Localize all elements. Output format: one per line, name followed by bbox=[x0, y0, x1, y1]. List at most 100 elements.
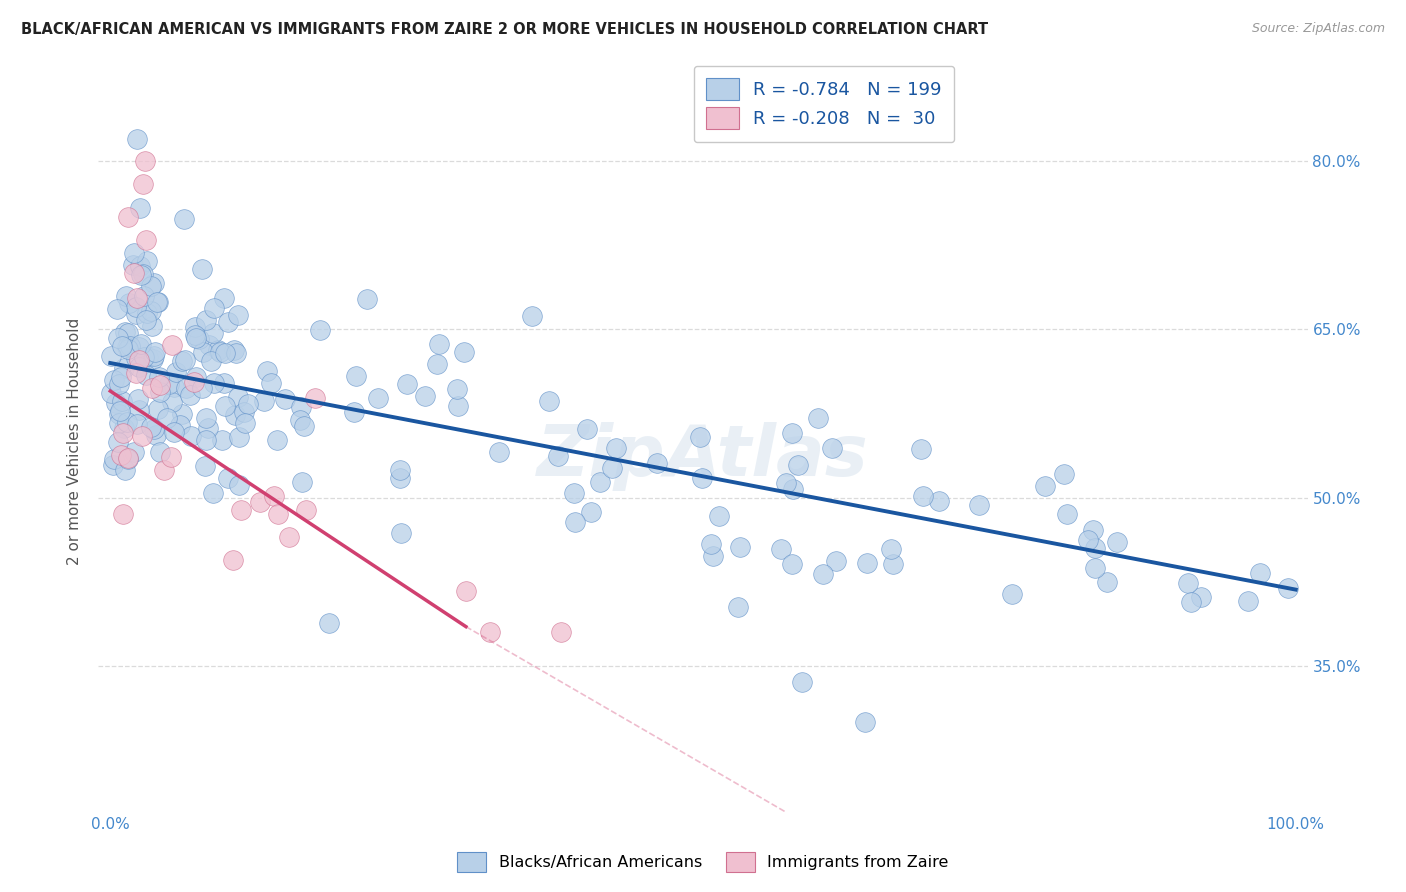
Point bbox=[274, 392, 297, 407]
Point bbox=[226, 308, 249, 322]
Point bbox=[103, 373, 125, 387]
Point bbox=[389, 526, 412, 541]
Point bbox=[207, 343, 229, 358]
Point bbox=[191, 344, 214, 359]
Point bbox=[292, 419, 315, 434]
Legend: R = -0.784   N = 199, R = -0.208   N =  30: R = -0.784 N = 199, R = -0.208 N = 30 bbox=[693, 66, 955, 142]
Point bbox=[131, 429, 153, 443]
Point bbox=[1177, 576, 1199, 591]
Point bbox=[132, 267, 155, 281]
Point bbox=[134, 154, 156, 169]
Point bbox=[226, 390, 249, 404]
Point bbox=[1107, 534, 1129, 549]
Legend: Blacks/African Americans, Immigrants from Zaire: Blacks/African Americans, Immigrants fro… bbox=[449, 844, 957, 880]
Point bbox=[141, 381, 163, 395]
Point bbox=[143, 276, 166, 290]
Point bbox=[537, 394, 560, 409]
Point bbox=[118, 339, 141, 353]
Point bbox=[111, 507, 134, 521]
Point bbox=[107, 407, 129, 421]
Point bbox=[1084, 541, 1107, 556]
Point bbox=[295, 503, 318, 517]
Point bbox=[388, 462, 411, 476]
Point bbox=[825, 554, 848, 568]
Point bbox=[780, 426, 803, 441]
Point bbox=[1084, 561, 1107, 575]
Point bbox=[127, 392, 149, 406]
Point bbox=[318, 615, 340, 630]
Point bbox=[855, 715, 877, 730]
Point bbox=[1077, 533, 1099, 547]
Point bbox=[429, 337, 451, 351]
Point bbox=[550, 625, 572, 640]
Point bbox=[1033, 479, 1056, 493]
Point bbox=[278, 530, 301, 544]
Point bbox=[224, 408, 246, 422]
Point bbox=[912, 490, 935, 504]
Point bbox=[232, 405, 254, 419]
Point bbox=[149, 445, 172, 459]
Point bbox=[112, 361, 135, 376]
Point bbox=[165, 365, 187, 379]
Point bbox=[690, 471, 713, 485]
Point bbox=[605, 441, 627, 455]
Point bbox=[146, 402, 169, 417]
Point bbox=[115, 415, 138, 429]
Point bbox=[105, 396, 128, 410]
Point bbox=[132, 288, 155, 302]
Point bbox=[111, 426, 134, 441]
Point bbox=[141, 318, 163, 333]
Point bbox=[111, 394, 134, 409]
Point bbox=[290, 413, 312, 427]
Point bbox=[252, 393, 274, 408]
Point bbox=[156, 410, 179, 425]
Point bbox=[191, 261, 214, 276]
Point bbox=[139, 420, 162, 434]
Point bbox=[202, 485, 225, 500]
Point bbox=[145, 295, 167, 310]
Point bbox=[184, 331, 207, 345]
Point bbox=[389, 471, 412, 485]
Point bbox=[291, 475, 314, 489]
Point bbox=[1236, 594, 1258, 608]
Point bbox=[127, 417, 149, 431]
Point bbox=[782, 482, 804, 496]
Point bbox=[198, 338, 221, 352]
Point bbox=[188, 332, 211, 346]
Point bbox=[131, 268, 153, 283]
Point bbox=[267, 507, 290, 521]
Point bbox=[117, 342, 139, 356]
Text: Source: ZipAtlas.com: Source: ZipAtlas.com bbox=[1251, 22, 1385, 36]
Point bbox=[447, 399, 470, 413]
Point bbox=[413, 389, 436, 403]
Point bbox=[588, 475, 610, 489]
Point bbox=[100, 385, 122, 400]
Point bbox=[117, 210, 139, 224]
Point bbox=[263, 489, 285, 503]
Point bbox=[1081, 523, 1104, 537]
Point bbox=[128, 353, 150, 368]
Point bbox=[225, 345, 247, 359]
Point bbox=[304, 391, 326, 405]
Point bbox=[136, 306, 159, 320]
Point bbox=[136, 351, 159, 365]
Point bbox=[169, 418, 191, 433]
Point bbox=[910, 442, 932, 457]
Point bbox=[1180, 595, 1202, 609]
Point bbox=[820, 441, 842, 455]
Point bbox=[214, 346, 236, 360]
Point bbox=[136, 254, 159, 268]
Point bbox=[880, 541, 903, 556]
Point bbox=[129, 202, 152, 216]
Point bbox=[174, 353, 197, 368]
Point bbox=[122, 258, 145, 272]
Point bbox=[792, 675, 814, 690]
Point bbox=[114, 463, 136, 477]
Point bbox=[134, 350, 156, 364]
Point bbox=[148, 370, 170, 384]
Point bbox=[194, 411, 217, 425]
Point bbox=[202, 326, 225, 340]
Text: ZipAtlas: ZipAtlas bbox=[537, 422, 869, 491]
Point bbox=[125, 307, 148, 321]
Point bbox=[1097, 575, 1119, 590]
